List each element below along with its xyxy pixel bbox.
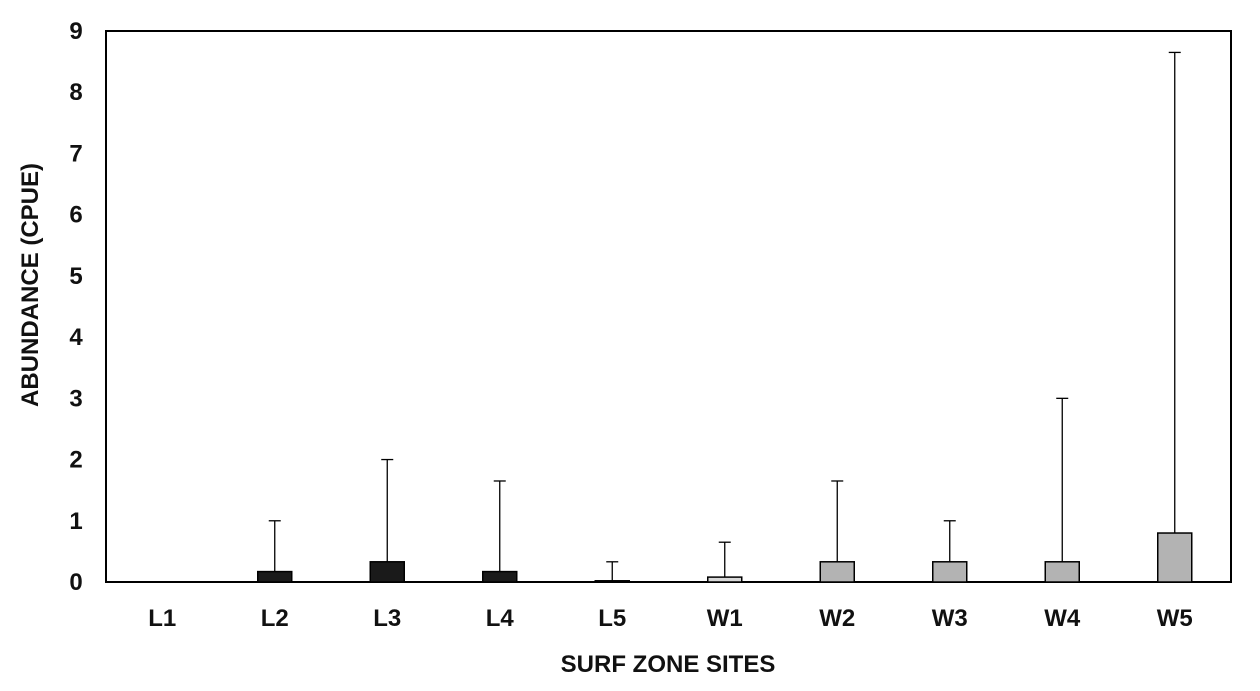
y-axis: 0 1 2 3 4 5 6 7 8 9 (69, 18, 83, 596)
x-tick-label: L1 (148, 605, 176, 632)
y-tick-label: 0 (69, 569, 82, 596)
error-bars (268, 51, 1181, 581)
error-bar-W1 (718, 541, 731, 578)
error-bar-L2 (268, 520, 281, 572)
y-axis-title: ABUNDANCE (CPUE) (17, 163, 44, 407)
y-tick-label: 5 (69, 263, 82, 290)
bar-W1 (707, 576, 743, 583)
y-tick-label: 9 (69, 18, 82, 45)
plot-frame (105, 30, 1232, 583)
x-tick-label: W4 (1044, 605, 1081, 632)
bar-series (257, 532, 1193, 583)
x-tick-label: W2 (819, 605, 855, 632)
bar-L2 (257, 570, 293, 583)
error-bar-L4 (493, 480, 506, 572)
bar-W3 (932, 561, 968, 583)
y-tick-label: 2 (69, 447, 82, 474)
y-tick-label: 6 (69, 202, 82, 229)
bar-W5 (1157, 532, 1193, 583)
x-tick-label: W5 (1157, 605, 1193, 632)
bar-W4 (1044, 561, 1080, 583)
bar-W2 (819, 561, 855, 583)
error-bar-W4 (1056, 397, 1069, 562)
y-tick-label: 1 (69, 508, 82, 535)
x-tick-label: L4 (486, 605, 515, 632)
x-tick-label: W1 (707, 605, 743, 632)
error-bar-L5 (606, 561, 619, 581)
y-tick-label: 7 (69, 140, 82, 167)
bar-L4 (482, 570, 518, 583)
bar-L5 (594, 580, 630, 583)
x-tick-label: W3 (932, 605, 968, 632)
x-axis-title: SURF ZONE SITES (561, 651, 776, 678)
x-axis: L1 L2 L3 L4 L5 W1 W2 W3 W4 W5 (148, 605, 1193, 632)
error-bar-W5 (1168, 51, 1181, 534)
y-tick-label: 3 (69, 385, 82, 412)
x-tick-label: L3 (373, 605, 401, 632)
error-bar-W2 (831, 480, 844, 562)
error-bar-W3 (943, 520, 956, 562)
error-bar-L3 (381, 458, 394, 562)
x-tick-label: L2 (261, 605, 289, 632)
bar-L3 (369, 561, 405, 583)
x-tick-label: L5 (598, 605, 626, 632)
y-tick-label: 8 (69, 79, 82, 106)
y-tick-label: 4 (69, 324, 83, 351)
